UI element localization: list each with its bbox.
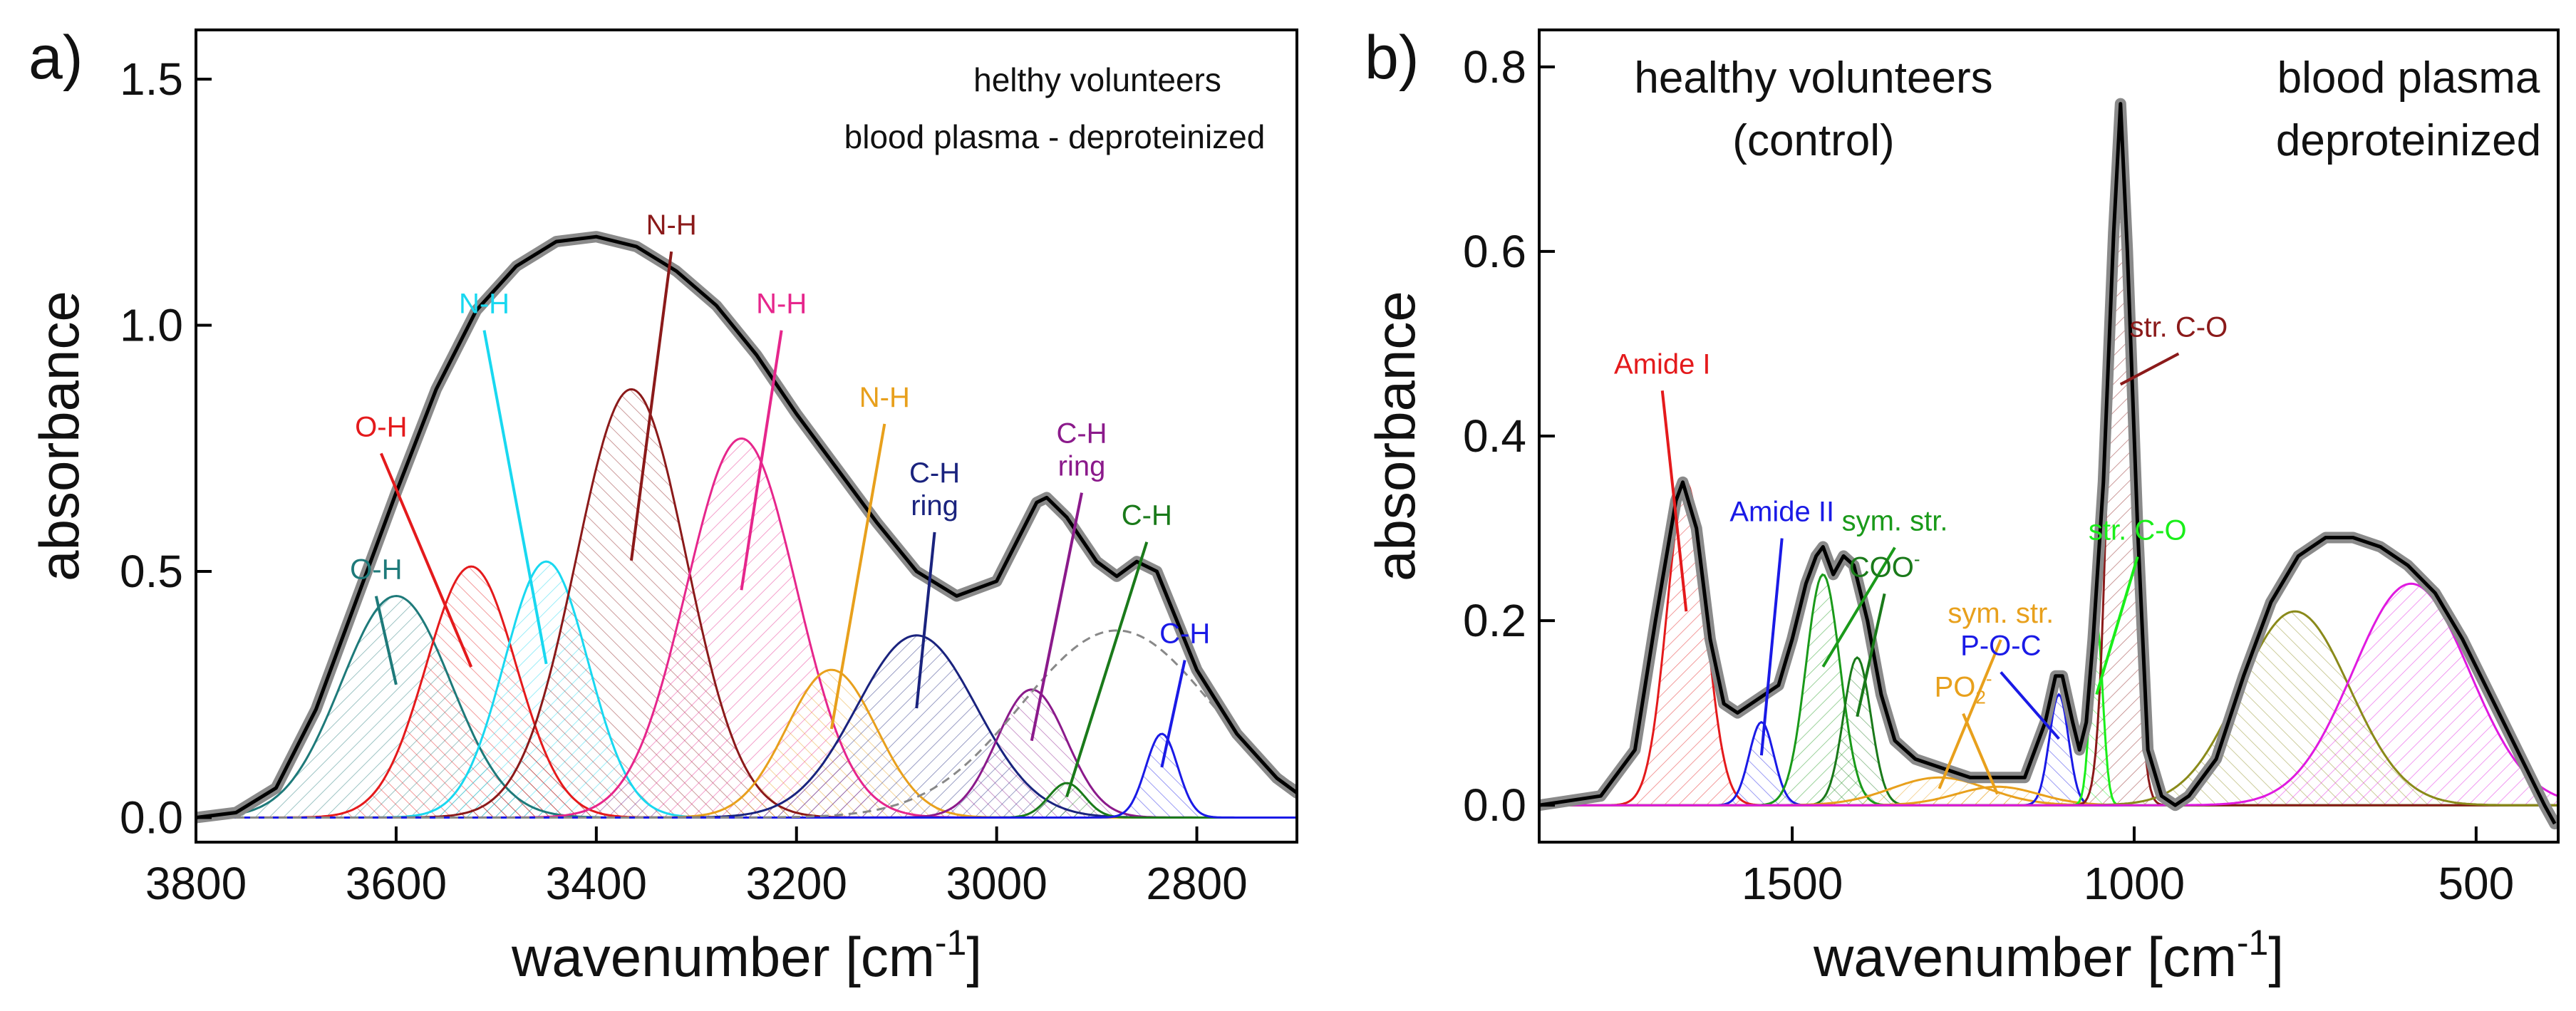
peak-arrow-b-7 xyxy=(2095,556,2139,695)
panel-a-frame xyxy=(195,28,1298,844)
panel-a-x-axis-title: wavenumber [cm-1] xyxy=(511,923,982,988)
panel-b-x-axis-title: wavenumber [cm-1] xyxy=(1813,923,2284,988)
panel-b-annotation-2: (control) xyxy=(1732,116,1894,165)
peak-fill-b-6 xyxy=(1539,787,2558,806)
peak-fill-b-10 xyxy=(1539,584,2558,806)
peak-arrow-a-1 xyxy=(379,452,473,668)
panel-b-y-tick-label: 0.2 xyxy=(1463,595,1526,646)
panel-a-hatched-peaks xyxy=(196,389,1297,818)
peak-arrow-a-2 xyxy=(482,330,548,665)
panel-b-annotation-3: blood plasma xyxy=(2277,53,2540,103)
peak-arrow-a-4 xyxy=(740,330,783,591)
peak-label-a-6: ring xyxy=(911,490,958,522)
peak-label-a-3: N-H xyxy=(646,209,697,241)
panel-a-annotation-2: blood plasma - deproteinized xyxy=(844,118,1266,155)
panel-b-x-tick-label: 1500 xyxy=(1742,858,1843,909)
peak-label-a-1: O-H xyxy=(355,411,407,442)
panel-a-x-tick-label: 3400 xyxy=(546,858,647,909)
peak-label-b-6: PO2- xyxy=(1935,668,1992,708)
peak-label-b-2: sym. str. xyxy=(1842,506,1948,537)
chart-panel-a: a) 3800 3600 3400 3200 3000 28000.00.51.01.5 … xyxy=(28,24,1298,988)
panel-b-fit-envelope xyxy=(1539,102,2557,825)
panel-a-xlabel-sup: -1 xyxy=(935,923,966,963)
panel-b-y-tick-label: 0.8 xyxy=(1463,41,1526,93)
peak-label-a-7: ring xyxy=(1058,451,1106,482)
peak-arrow-b-3 xyxy=(1856,593,1886,717)
panel-b-xlabel: wavenumber [cm xyxy=(1813,926,2237,988)
peak-label-a-4: N-H xyxy=(756,289,807,320)
peak-arrow-a-7 xyxy=(1030,492,1083,742)
peak-label-a-8: C-H xyxy=(1122,500,1172,532)
peak-label-a-9: C-H xyxy=(1159,618,1210,650)
peak-label-b-5: P-O-C xyxy=(1960,630,2041,661)
peak-arrow-b-5 xyxy=(2000,671,2060,740)
peak-fill-b-9 xyxy=(1539,611,2558,806)
peak-label-a-2: N-H xyxy=(459,289,509,320)
panel-b-letter: b) xyxy=(1365,24,1419,92)
panel-a-letter: a) xyxy=(29,24,83,92)
panel-b-annotation-1: healthy volunteers xyxy=(1634,53,1992,103)
panel-a-x-tick-label: 2800 xyxy=(1146,858,1247,909)
peak-label-b-3: COO- xyxy=(1849,548,1920,583)
panel-a-annotation-1: helthy volunteers xyxy=(973,61,1221,98)
peak-label-b-8: str. C-O xyxy=(2129,311,2228,343)
peak-fill-a-9 xyxy=(196,734,1297,818)
peak-curve-b-10 xyxy=(1539,582,2558,807)
panel-b-y-tick-label: 0.6 xyxy=(1463,226,1526,277)
peak-label-b-0: Amide I xyxy=(1614,348,1711,380)
peak-arrow-a-9 xyxy=(1160,660,1186,768)
panel-b-y-axis-title: absorbance xyxy=(1364,291,1427,581)
panel-b-curves xyxy=(1539,98,2558,830)
panel-b-y-tick-label: 0.4 xyxy=(1463,410,1526,462)
peak-fill-a-4 xyxy=(196,438,1297,818)
panel-a-x-tick-label: 3600 xyxy=(346,858,447,909)
peak-fill-a-1 xyxy=(196,566,1297,818)
peak-arrow-b-1 xyxy=(1759,538,1784,756)
panel-a-fit-envelope xyxy=(196,234,1297,819)
panel-a-y-tick-label: 1.0 xyxy=(120,300,183,351)
panel-a-y-axis-title: absorbance xyxy=(28,291,90,581)
panel-b-xlabel-end: ] xyxy=(2268,926,2284,988)
panel-b-xlabel-sup: -1 xyxy=(2237,923,2268,963)
panel-a-x-tick-label: 3200 xyxy=(746,858,847,909)
panel-b-y-tick-label: 0.0 xyxy=(1463,779,1526,831)
peak-label-b-1: Amide II xyxy=(1729,497,1834,528)
peak-label-a-7: C-H xyxy=(1056,418,1107,450)
panel-a-y-tick-label: 1.5 xyxy=(120,53,183,105)
panel-b-axes: 1500 1000 500 0.0 0.2 0.4 0.6 0.8 xyxy=(1463,41,2514,909)
peak-arrow-b-6 xyxy=(1962,712,1999,795)
peak-arrow-a-6 xyxy=(915,532,936,709)
peak-arrow-b-2 xyxy=(1821,546,1896,668)
panel-b-annotation-4: deproteinized xyxy=(2276,116,2541,165)
peak-arrow-b-4 xyxy=(1938,639,2002,789)
peak-label-b-7: str. C-O xyxy=(2089,514,2187,546)
panel-a-xlabel-end: ] xyxy=(966,926,982,988)
peak-arrow-b-8 xyxy=(2119,352,2180,386)
peak-arrow-a-5 xyxy=(829,423,886,730)
panel-a-dashed-band xyxy=(196,629,1297,819)
peak-arrow-a-0 xyxy=(374,596,398,685)
panel-a-x-tick-label: 3800 xyxy=(145,858,247,909)
peak-arrow-b-0 xyxy=(1660,390,1688,612)
peak-fill-a-8 xyxy=(196,783,1297,818)
peak-arrow-a-8 xyxy=(1065,541,1149,798)
peak-arrow-a-3 xyxy=(629,251,673,561)
peak-label-b-4: sym. str. xyxy=(1947,598,2054,629)
peak-fill-a-7 xyxy=(196,689,1297,818)
panel-b-x-tick-label: 500 xyxy=(2438,858,2514,909)
panel-a-x-tick-label: 3000 xyxy=(946,858,1047,909)
panel-b-x-tick-label: 1000 xyxy=(2084,858,2185,909)
panel-a-y-tick-label: 0.0 xyxy=(120,792,183,843)
chart-panel-b: b) 1500 1000 500 0.0 0.2 0.4 0.6 0.8 Amide I Ami… xyxy=(1364,24,2560,988)
peak-label-a-0: O-H xyxy=(350,554,402,586)
panel-a-y-tick-label: 0.5 xyxy=(120,546,183,597)
panel-a-axes: 3800 3600 3400 3200 3000 2800 0.0 0.5 1.0 1.5 xyxy=(120,53,1248,909)
peak-label-a-6: C-H xyxy=(909,457,960,489)
panel-a-xlabel: wavenumber [cm xyxy=(511,926,935,988)
peak-label-a-5: N-H xyxy=(859,382,910,413)
panel-a-curves xyxy=(196,231,1297,824)
